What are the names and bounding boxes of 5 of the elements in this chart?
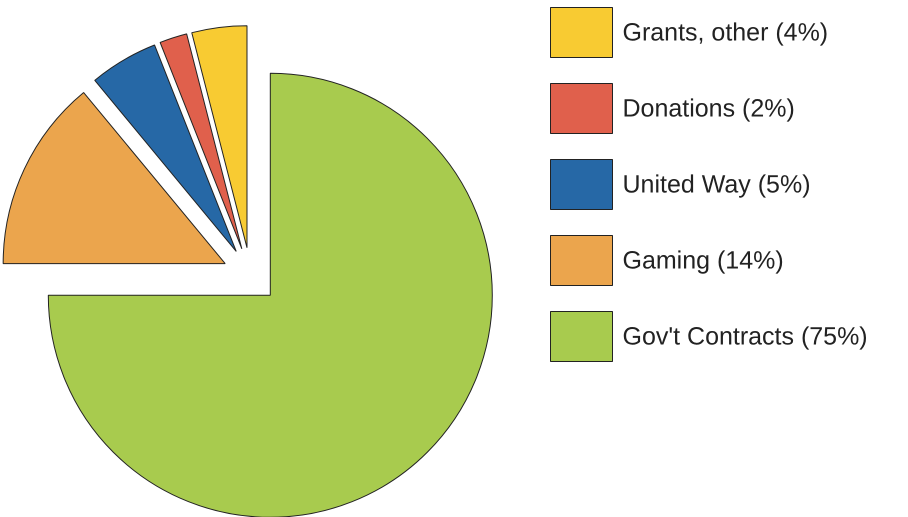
- legend-label: Gaming (14%): [622, 246, 784, 274]
- legend-label: Gov't Contracts (75%): [622, 322, 868, 350]
- legend-label: Donations (2%): [622, 94, 795, 122]
- legend-label: Grants, other (4%): [622, 18, 828, 46]
- legend-label: United Way (5%): [622, 170, 811, 198]
